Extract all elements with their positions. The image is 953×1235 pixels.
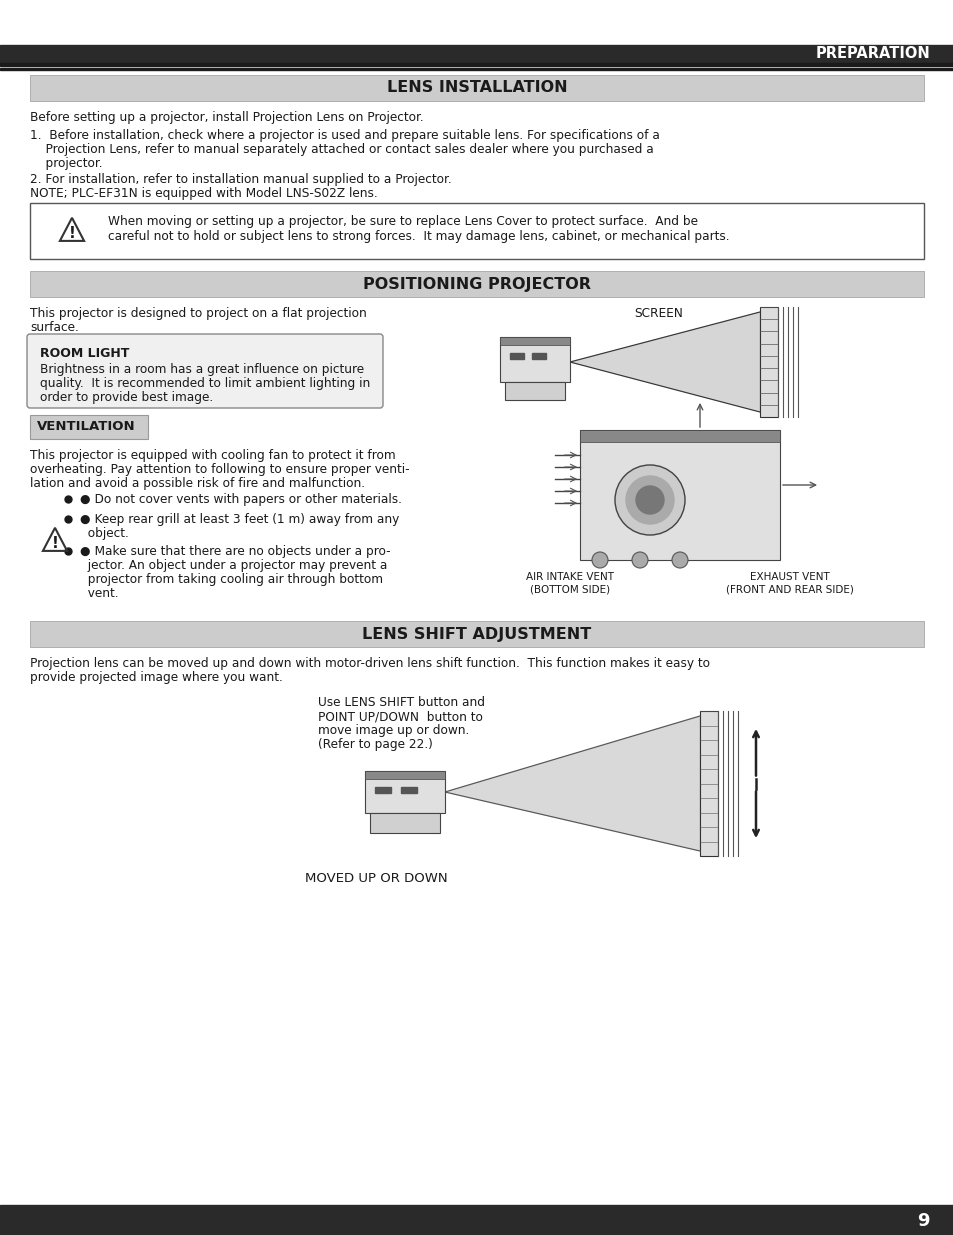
- Text: AIR INTAKE VENT: AIR INTAKE VENT: [525, 572, 614, 582]
- Text: MOVED UP OR DOWN: MOVED UP OR DOWN: [305, 872, 447, 885]
- Text: Projection lens can be moved up and down with motor-driven lens shift function. : Projection lens can be moved up and down…: [30, 657, 709, 671]
- Bar: [30, 270, 923, 296]
- Text: (FRONT AND REAR SIDE): (FRONT AND REAR SIDE): [725, 584, 853, 594]
- Bar: [579, 430, 780, 559]
- Bar: [365, 771, 444, 813]
- Bar: [30, 621, 923, 647]
- Bar: [504, 382, 564, 400]
- Text: surface.: surface.: [30, 321, 79, 333]
- Text: !: !: [51, 536, 58, 551]
- Text: projector from taking cooling air through bottom: projector from taking cooling air throug…: [80, 573, 382, 585]
- Bar: [700, 711, 718, 856]
- Text: ROOM LIGHT: ROOM LIGHT: [40, 347, 130, 359]
- Bar: [30, 75, 923, 101]
- Bar: [30, 415, 148, 438]
- Text: quality.  It is recommended to limit ambient lighting in: quality. It is recommended to limit ambi…: [40, 377, 370, 390]
- Text: vent.: vent.: [80, 587, 118, 600]
- FancyBboxPatch shape: [27, 333, 382, 408]
- Text: SCREEN: SCREEN: [634, 308, 682, 320]
- Bar: [0, 1205, 953, 1235]
- Text: NOTE; PLC-EF31N is equipped with Model LNS-S02Z lens.: NOTE; PLC-EF31N is equipped with Model L…: [30, 186, 377, 200]
- Text: projector.: projector.: [30, 157, 102, 170]
- Text: LENS INSTALLATION: LENS INSTALLATION: [386, 80, 567, 95]
- Circle shape: [631, 552, 647, 568]
- Bar: [579, 430, 780, 442]
- Text: ● Make sure that there are no objects under a pro-: ● Make sure that there are no objects un…: [80, 545, 390, 558]
- Polygon shape: [569, 312, 760, 412]
- Text: 9: 9: [917, 1212, 929, 1230]
- Circle shape: [592, 552, 607, 568]
- Text: ● Keep rear grill at least 3 feet (1 m) away from any: ● Keep rear grill at least 3 feet (1 m) …: [80, 513, 399, 526]
- Text: jector. An object under a projector may prevent a: jector. An object under a projector may …: [80, 559, 387, 572]
- Bar: [370, 813, 439, 832]
- Circle shape: [636, 487, 663, 514]
- Polygon shape: [444, 716, 700, 851]
- Text: EXHAUST VENT: EXHAUST VENT: [749, 572, 829, 582]
- Text: lation and avoid a possible risk of fire and malfunction.: lation and avoid a possible risk of fire…: [30, 477, 365, 490]
- Text: This projector is designed to project on a flat projection: This projector is designed to project on…: [30, 308, 366, 320]
- Text: POSITIONING PROJECTOR: POSITIONING PROJECTOR: [363, 277, 590, 291]
- Text: overheating. Pay attention to following to ensure proper venti-: overheating. Pay attention to following …: [30, 463, 409, 475]
- Text: Projection Lens, refer to manual separately attached or contact sales dealer whe: Projection Lens, refer to manual separat…: [30, 143, 653, 156]
- Text: PREPARATION: PREPARATION: [815, 47, 929, 62]
- Bar: [30, 203, 923, 259]
- Bar: [499, 337, 569, 382]
- Circle shape: [625, 475, 673, 524]
- Text: 2. For installation, refer to installation manual supplied to a Projector.: 2. For installation, refer to installati…: [30, 173, 451, 186]
- Text: VENTILATION: VENTILATION: [37, 420, 135, 433]
- Bar: [0, 63, 953, 65]
- Bar: [510, 353, 523, 359]
- Bar: [532, 353, 545, 359]
- Bar: [0, 44, 953, 63]
- Text: LENS SHIFT ADJUSTMENT: LENS SHIFT ADJUSTMENT: [362, 626, 591, 641]
- Text: ● Do not cover vents with papers or other materials.: ● Do not cover vents with papers or othe…: [80, 493, 401, 506]
- Text: move image up or down.: move image up or down.: [317, 724, 469, 737]
- Text: (Refer to page 22.): (Refer to page 22.): [317, 739, 433, 751]
- Bar: [760, 308, 778, 417]
- Text: order to provide best image.: order to provide best image.: [40, 391, 213, 404]
- Bar: [375, 787, 391, 793]
- Text: This projector is equipped with cooling fan to protect it from: This projector is equipped with cooling …: [30, 450, 395, 462]
- Circle shape: [615, 466, 684, 535]
- Bar: [365, 771, 444, 779]
- Bar: [400, 787, 416, 793]
- Text: Brightness in a room has a great influence on picture: Brightness in a room has a great influen…: [40, 363, 364, 375]
- Text: provide projected image where you want.: provide projected image where you want.: [30, 671, 282, 684]
- Text: POINT UP/DOWN  button to: POINT UP/DOWN button to: [317, 710, 482, 722]
- Text: !: !: [69, 226, 75, 241]
- Text: When moving or setting up a projector, be sure to replace Lens Cover to protect : When moving or setting up a projector, b…: [108, 215, 698, 228]
- Bar: [0, 0, 953, 44]
- Text: Before setting up a projector, install Projection Lens on Projector.: Before setting up a projector, install P…: [30, 111, 423, 124]
- Bar: [0, 68, 953, 70]
- Text: (BOTTOM SIDE): (BOTTOM SIDE): [529, 584, 609, 594]
- Text: Use LENS SHIFT button and: Use LENS SHIFT button and: [317, 697, 484, 709]
- Text: object.: object.: [80, 527, 129, 540]
- Text: 1.  Before installation, check where a projector is used and prepare suitable le: 1. Before installation, check where a pr…: [30, 128, 659, 142]
- Circle shape: [671, 552, 687, 568]
- Text: careful not to hold or subject lens to strong forces.  It may damage lens, cabin: careful not to hold or subject lens to s…: [108, 230, 729, 243]
- Bar: [499, 337, 569, 345]
